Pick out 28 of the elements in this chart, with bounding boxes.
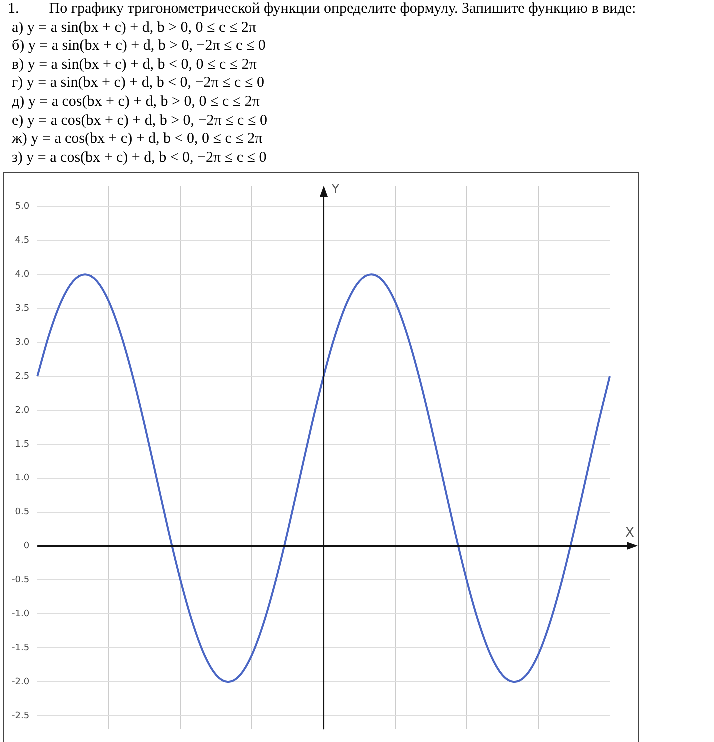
chart-title: 1. По графику тригонометрической функции определите формулу. Запишите функцию в виде: bbox=[8, 0, 636, 19]
y-tick-label: -1.0 bbox=[12, 610, 30, 620]
y-tick-label: 4.5 bbox=[15, 236, 30, 246]
y-tick-label: 4.0 bbox=[15, 270, 30, 280]
y-axis-title: Y bbox=[330, 182, 340, 198]
x-axis-title: X bbox=[626, 526, 635, 542]
text: ж) y = a cos(bx + c) + d, b < 0, 0 ≤ c ≤ 2π bbox=[11, 130, 264, 149]
line-series bbox=[36, 274, 611, 684]
y-tick-label: 3.0 bbox=[15, 338, 30, 348]
text: е) y = a cos(bx + c) + d, b > 0, −2π ≤ c ≤ 0 bbox=[11, 112, 268, 130]
y-tick-label: 2.5 bbox=[15, 372, 30, 382]
y-tick-label: 0.5 bbox=[15, 508, 30, 518]
y-tick-label: 5.0 bbox=[15, 202, 30, 212]
text: д) y = a cos(bx + c) + d, b > 0, 0 ≤ c ≤ 2π bbox=[11, 92, 261, 112]
y-tick-label: 2.0 bbox=[15, 406, 30, 416]
y-tick-label: -1.5 bbox=[12, 643, 30, 654]
text: в) y = a sin(bx + c) + d, b < 0, 0 ≤ c ≤ 2π bbox=[11, 56, 258, 74]
y-tick-label: 1.5 bbox=[15, 440, 30, 450]
y-tick-label: 3.5 bbox=[15, 304, 30, 314]
y-tick-label: 1.0 bbox=[15, 474, 30, 484]
text: з) y = a cos(bx + c) + d, b < 0, −2π ≤ c ≤ 0 bbox=[11, 148, 268, 168]
y-tick-label: -0.5 bbox=[12, 576, 30, 586]
text: а) y = a sin(bx + c) + d, b > 0, 0 ≤ c ≤ 2π bbox=[11, 18, 258, 38]
text: б) y = a sin(bx + c) + d, b > 0, −2π ≤ c ≤ 0 bbox=[11, 37, 267, 56]
y-tick-label: -2.5 bbox=[12, 711, 30, 722]
text: г) y = a sin(bx + c) + d, b < 0, −2π ≤ c ≤ 0 bbox=[11, 74, 266, 93]
y-tick-label: -2.0 bbox=[12, 677, 30, 688]
y-tick-label: 0 bbox=[24, 542, 30, 552]
